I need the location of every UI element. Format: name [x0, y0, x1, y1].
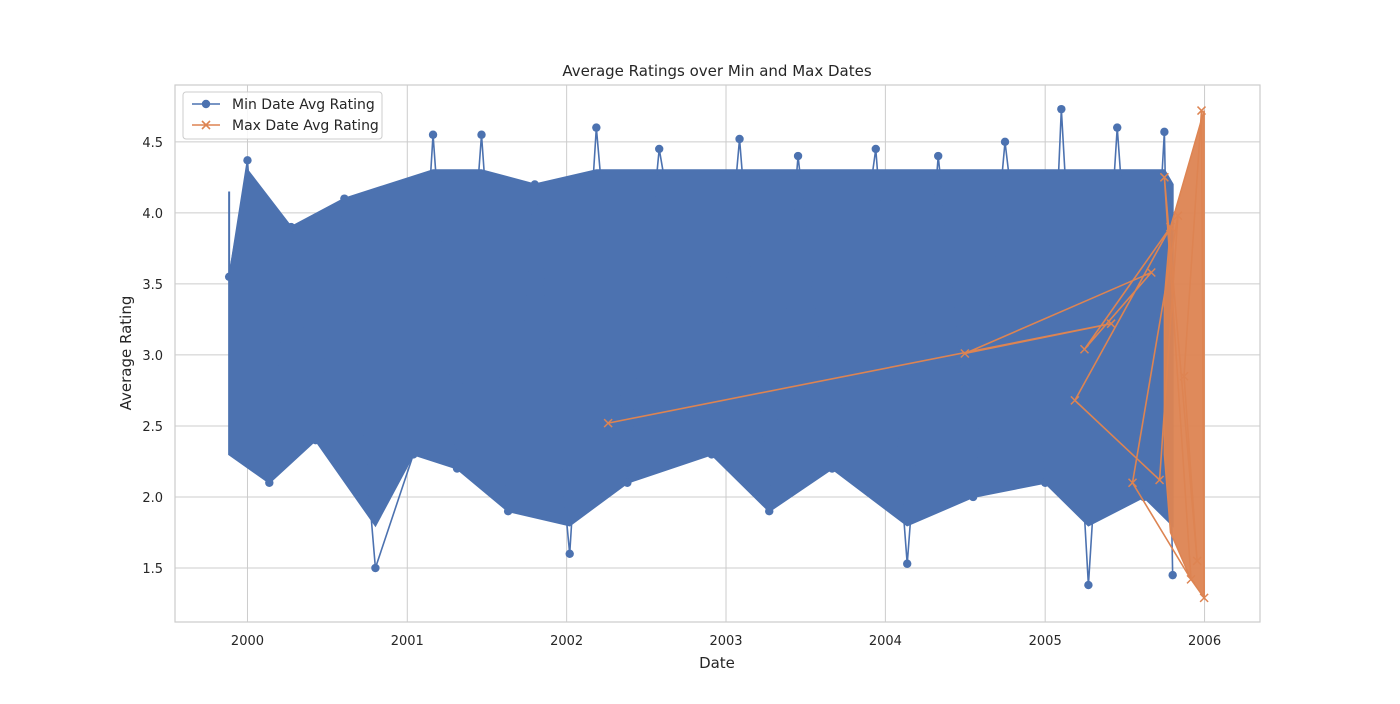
series-min-point — [735, 134, 744, 144]
series-min-point — [1160, 127, 1169, 137]
series-min-point — [1113, 123, 1122, 132]
x-tick-label: 2004 — [869, 634, 902, 649]
series-min-point — [934, 151, 943, 161]
x-tick-label: 2006 — [1188, 634, 1221, 649]
series-min-point — [827, 464, 837, 473]
series-max-point — [1159, 172, 1169, 182]
x-tick-label: 2000 — [231, 634, 264, 649]
series-min-point — [340, 194, 349, 203]
series-min-point — [503, 506, 513, 516]
series-min-point — [623, 478, 632, 487]
y-tick-label: 4.5 — [142, 136, 163, 151]
x-tick-label: 2001 — [391, 634, 424, 649]
series-min-point — [871, 144, 880, 154]
y-tick-label: 2.0 — [142, 491, 163, 506]
legend-box — [182, 91, 383, 140]
series-min-point — [1040, 478, 1050, 487]
series-max-band — [1163, 110, 1205, 601]
series-min-point — [311, 435, 320, 445]
series-min-point — [565, 549, 574, 559]
series-min-point — [530, 180, 539, 189]
plot-series — [224, 104, 1209, 603]
series-min-point — [224, 272, 234, 281]
series-min-point — [707, 450, 716, 459]
series-min-point — [265, 478, 274, 487]
series-min-point — [793, 151, 803, 161]
legend-marker-max — [201, 120, 211, 130]
legend-label-max: Max Date Avg Rating — [232, 118, 379, 134]
y-tick-label: 1.5 — [142, 562, 163, 577]
series-min-point — [1057, 104, 1066, 114]
series-min-point — [592, 123, 601, 132]
chart-title: Average Ratings over Min and Max Dates — [562, 62, 872, 80]
series-min-point — [1000, 137, 1010, 147]
series-max-point — [1155, 475, 1165, 485]
series-min-point — [1084, 580, 1093, 590]
series-max-point — [1146, 267, 1156, 278]
y-tick-label: 3.5 — [142, 278, 163, 293]
y-tick-label: 4.0 — [142, 207, 163, 222]
y-tick-label: 3.0 — [142, 349, 163, 364]
series-min-point — [371, 563, 380, 573]
x-tick-label: 2003 — [709, 634, 742, 649]
x-tick-label: 2002 — [550, 634, 583, 649]
x-axis-label: Date — [699, 654, 735, 672]
series-max-point — [1079, 344, 1090, 354]
legend-label-min: Min Date Avg Rating — [232, 97, 375, 113]
series-min-point — [286, 222, 296, 232]
series-min-point — [655, 144, 664, 154]
series-max-point — [1127, 478, 1138, 488]
tick-labels: 2000 2001 2002 2003 2004 2005 2006 1.5 2.0 2.5 3.0… — [142, 136, 1221, 649]
series-min-point — [428, 130, 438, 139]
x-tick-label: 2005 — [1029, 634, 1062, 649]
series-min-point — [243, 156, 252, 165]
legend: Min Date Avg Rating Max Date Avg Rating — [182, 91, 383, 140]
series-min-point — [968, 492, 978, 502]
series-min-point — [409, 450, 418, 459]
legend-marker-min — [201, 99, 211, 109]
plot-frame — [174, 84, 1261, 623]
plot-area — [224, 104, 1209, 603]
series-min-point — [477, 130, 486, 139]
series-max-point — [1106, 319, 1116, 329]
series-max-point — [603, 418, 613, 428]
series-min-point — [1168, 570, 1177, 580]
series-max-point — [1070, 395, 1080, 405]
y-axis-label: Average Rating — [117, 296, 135, 411]
series-min-point — [452, 464, 462, 473]
series-max-point — [960, 348, 970, 359]
series-min-point — [765, 506, 774, 516]
series-min-point — [903, 559, 912, 568]
y-tick-label: 2.5 — [142, 420, 163, 435]
series-min-line — [228, 108, 1174, 586]
